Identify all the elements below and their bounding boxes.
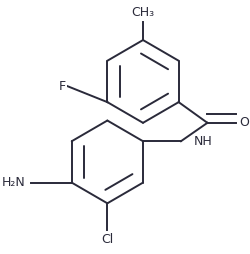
Text: CH₃: CH₃: [132, 6, 154, 19]
Text: O: O: [240, 116, 250, 129]
Text: H₂N: H₂N: [2, 176, 26, 189]
Text: Cl: Cl: [101, 233, 114, 246]
Text: F: F: [59, 80, 66, 92]
Text: NH: NH: [194, 135, 212, 148]
